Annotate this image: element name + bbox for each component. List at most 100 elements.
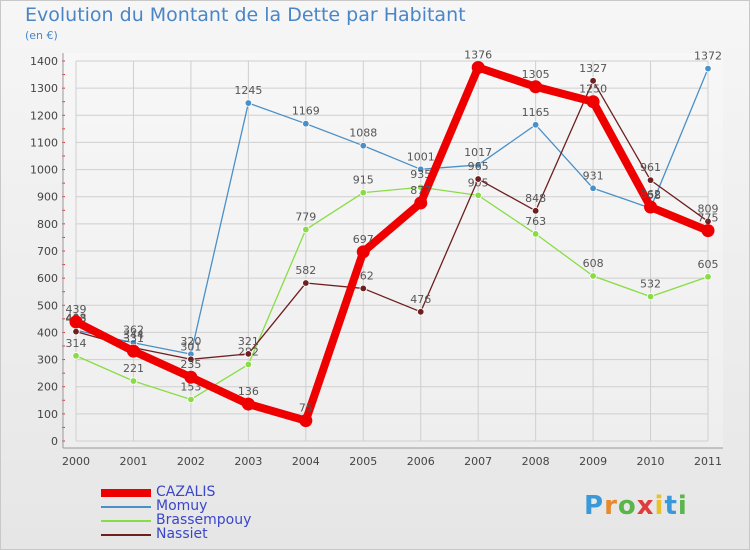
data-point [589, 77, 597, 85]
data-point [126, 344, 140, 358]
data-point [701, 224, 715, 238]
data-label: 961 [640, 161, 661, 174]
logo-letter: i [677, 491, 688, 521]
data-label: 1017 [464, 146, 492, 159]
data-label: 1372 [694, 50, 722, 63]
x-tick-label: 2011 [694, 455, 722, 468]
legend-label-nassiet: Nassiet [156, 526, 208, 542]
data-point [414, 196, 428, 210]
proxiti-logo: Proxiti [584, 491, 688, 521]
data-point [471, 61, 485, 75]
y-tick-label: 1200 [30, 109, 58, 122]
logo-letter: t [664, 491, 678, 521]
data-point [589, 184, 597, 192]
data-label: 136 [238, 385, 259, 398]
x-tick-label: 2009 [579, 455, 607, 468]
legend-label-brassempouy: Brassempouy [156, 512, 252, 528]
data-label: 439 [66, 303, 87, 316]
data-label: 1305 [522, 68, 550, 81]
data-label: 931 [583, 169, 604, 182]
data-label: 476 [410, 293, 431, 306]
logo-letter: r [604, 491, 618, 521]
y-tick-label: 0 [51, 435, 58, 448]
data-label: 697 [353, 233, 374, 246]
data-label: 1001 [407, 150, 435, 163]
series-line-brassempouy [75, 186, 709, 401]
data-label: 301 [180, 340, 201, 353]
data-point [69, 315, 83, 329]
data-label: 965 [468, 160, 489, 173]
data-label: 862 [640, 188, 661, 201]
y-tick-label: 700 [37, 245, 58, 258]
y-tick-label: 1300 [30, 82, 58, 95]
x-tick-label: 2006 [407, 455, 435, 468]
logo-letter: x [636, 491, 655, 521]
data-point [531, 121, 540, 129]
y-tick-label: 600 [37, 272, 58, 285]
logo-letter: o [617, 491, 637, 521]
logo-letter: P [584, 491, 605, 521]
y-tick-label: 1400 [30, 55, 58, 68]
legend-label-cazalis: CAZALIS [156, 484, 216, 500]
data-label: 320 [180, 335, 201, 348]
data-label: 221 [123, 362, 144, 375]
data-point [531, 230, 540, 238]
data-label: 809 [698, 202, 719, 215]
data-point [589, 272, 597, 280]
data-point [417, 308, 425, 316]
x-tick-label: 2010 [637, 455, 665, 468]
data-point [646, 176, 655, 184]
data-label: 605 [698, 258, 719, 271]
data-label: 935 [410, 168, 431, 181]
data-label: 344 [123, 329, 144, 342]
data-label: 1088 [349, 127, 377, 140]
y-tick-label: 1100 [30, 136, 58, 149]
data-point [586, 95, 600, 109]
data-label: 608 [583, 257, 604, 270]
data-label: 314 [66, 337, 87, 350]
chart-unit-label: (en €) [25, 29, 58, 42]
series-line-momuy [75, 67, 709, 355]
data-label: 763 [525, 215, 546, 228]
data-point [359, 284, 367, 293]
data-point [244, 350, 253, 358]
data-label: 75 [299, 402, 313, 415]
data-point [646, 292, 655, 301]
data-point [244, 360, 253, 369]
data-label: 877 [410, 184, 431, 197]
data-point [187, 395, 195, 404]
data-point [531, 207, 540, 215]
data-point [644, 200, 658, 214]
y-tick-label: 800 [37, 218, 58, 231]
data-point [529, 80, 543, 94]
data-label: 848 [525, 192, 546, 205]
data-point [474, 175, 482, 183]
data-label: 905 [468, 176, 489, 189]
x-tick-label: 2002 [177, 455, 205, 468]
legend-label-momuy: Momuy [156, 498, 208, 514]
data-point [417, 165, 425, 173]
data-label: 1245 [234, 84, 262, 97]
y-tick-label: 1000 [30, 164, 58, 177]
data-point [72, 327, 80, 336]
y-tick-label: 500 [37, 299, 58, 312]
data-point [302, 279, 310, 287]
data-label: 235 [180, 358, 201, 371]
data-point [184, 370, 198, 384]
x-tick-label: 2003 [234, 455, 262, 468]
data-label: 1376 [464, 49, 492, 62]
x-tick-label: 2007 [464, 455, 492, 468]
data-point [72, 352, 80, 360]
data-point [356, 245, 370, 259]
data-label: 1250 [579, 83, 607, 96]
x-tick-label: 2004 [292, 455, 320, 468]
data-point [244, 99, 253, 107]
data-point [359, 141, 367, 150]
data-label: 582 [295, 264, 316, 277]
logo-letter: i [654, 491, 665, 521]
data-label: 331 [123, 332, 144, 345]
y-tick-label: 300 [37, 354, 58, 367]
data-point [704, 64, 712, 73]
